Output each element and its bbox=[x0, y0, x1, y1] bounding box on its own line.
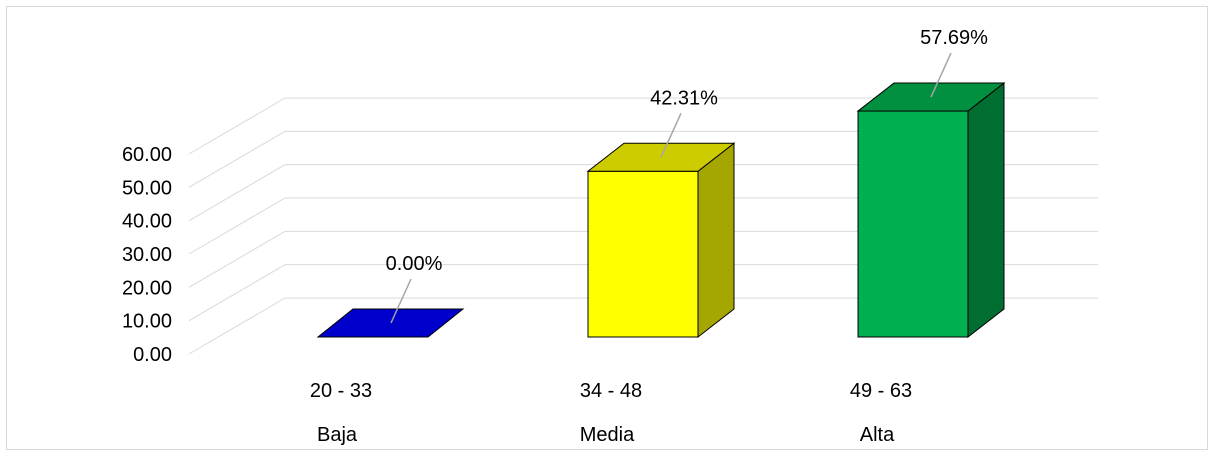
data-label-leader bbox=[390, 278, 412, 324]
y-tick-label: 20.00 bbox=[122, 277, 172, 299]
bar-top bbox=[316, 308, 465, 338]
x-range-label: 49 - 63 bbox=[850, 380, 912, 402]
y-tick-label: 50.00 bbox=[122, 177, 172, 199]
x-category-label: Media bbox=[580, 424, 635, 446]
x-category-label: Baja bbox=[317, 424, 358, 446]
bar-side bbox=[697, 142, 735, 339]
gridline-depth bbox=[188, 230, 286, 288]
gridline-depth bbox=[188, 97, 286, 155]
x-range-label: 20 - 33 bbox=[310, 380, 372, 402]
y-tick-label: 40.00 bbox=[122, 211, 172, 233]
gridline-depth bbox=[188, 164, 286, 222]
data-label-leader bbox=[660, 112, 682, 158]
y-tick-label: 30.00 bbox=[122, 244, 172, 266]
bar bbox=[857, 110, 969, 338]
bar bbox=[587, 170, 699, 338]
y-tick-label: 10.00 bbox=[122, 311, 172, 333]
gridline-depth bbox=[188, 264, 286, 322]
data-label: 0.00% bbox=[386, 253, 443, 275]
y-tick-label: 0.00 bbox=[133, 344, 172, 366]
gridline-depth bbox=[188, 297, 286, 355]
data-label: 42.31% bbox=[650, 87, 718, 109]
data-label-leader bbox=[930, 52, 952, 98]
bar-side bbox=[967, 82, 1005, 339]
x-category-label: Alta bbox=[860, 424, 895, 446]
x-range-label: 34 - 48 bbox=[580, 380, 642, 402]
y-tick-label: 60.00 bbox=[122, 144, 172, 166]
gridline-depth bbox=[188, 197, 286, 255]
data-label: 57.69% bbox=[920, 27, 988, 49]
gridline-depth bbox=[188, 130, 286, 188]
